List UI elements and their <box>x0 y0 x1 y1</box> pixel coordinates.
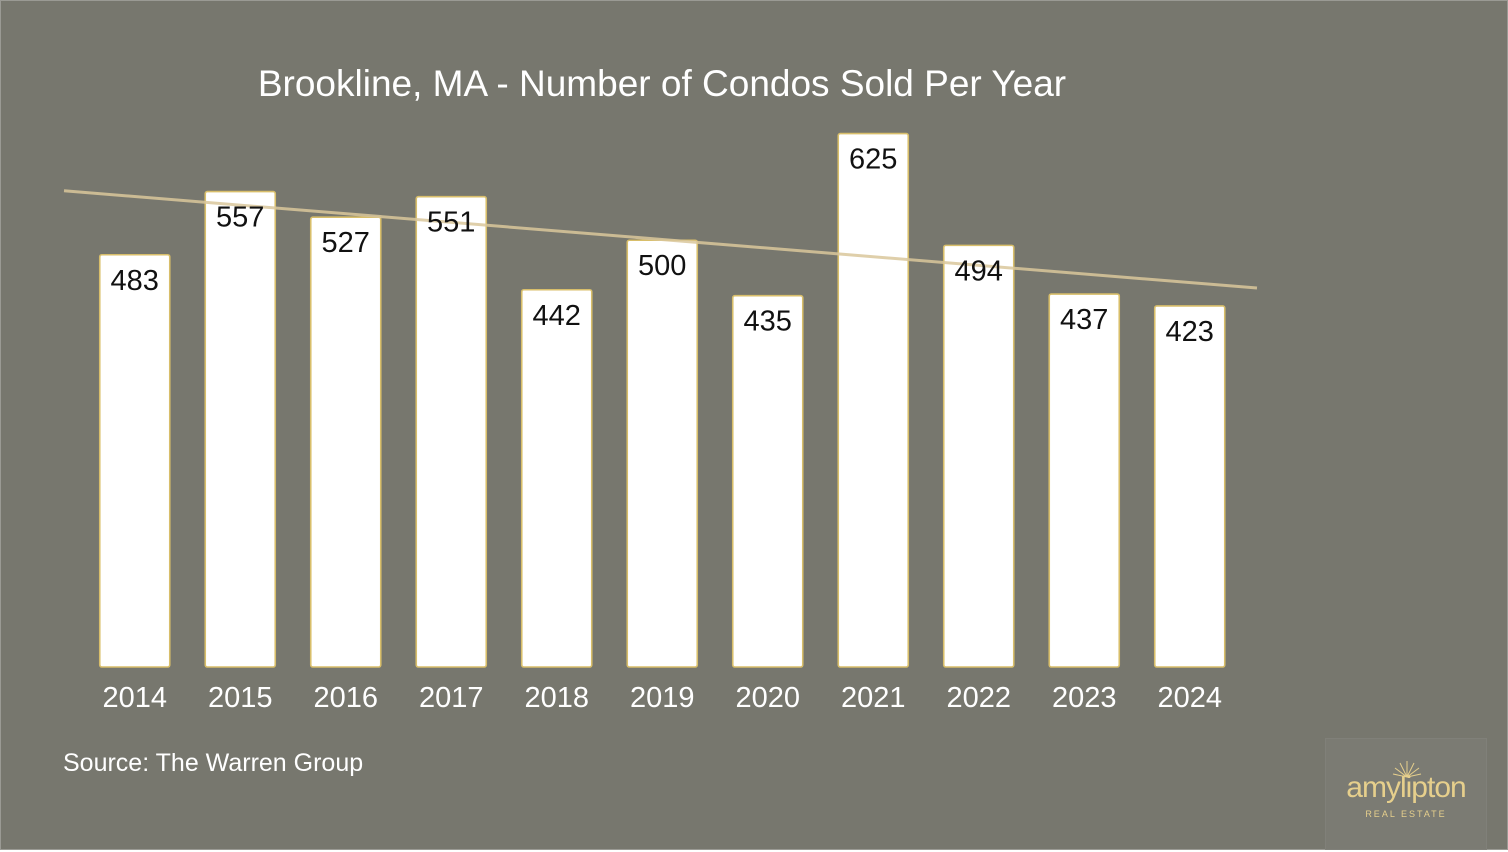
data-label-2018: 442 <box>533 300 581 332</box>
x-tick-2022: 2022 <box>946 682 1011 714</box>
data-label-2017: 551 <box>427 207 475 239</box>
bar-2018 <box>520 288 593 668</box>
x-tick-2015: 2015 <box>208 682 273 714</box>
trendline <box>63 189 1258 290</box>
x-tick-2017: 2017 <box>419 682 484 714</box>
x-tick-2019: 2019 <box>630 682 695 714</box>
source-note: Source: The Warren Group <box>63 749 364 777</box>
x-tick-2020: 2020 <box>735 682 800 714</box>
chart-title: Brookline, MA - Number of Condos Sold Pe… <box>257 63 1067 104</box>
labels-layer: 483 557 527 551 442 500 435 625 494 437 423 <box>111 144 1214 348</box>
data-label-2015: 557 <box>216 202 264 234</box>
data-label-2016: 527 <box>322 227 370 259</box>
x-tick-2021: 2021 <box>841 682 906 714</box>
data-label-2021: 625 <box>849 144 897 176</box>
x-tick-2014: 2014 <box>102 682 167 714</box>
bar-2019 <box>626 239 699 668</box>
trend-layer <box>63 189 1258 290</box>
bars-layer <box>98 132 1226 668</box>
bar-2024 <box>1153 305 1226 668</box>
logo-tagline: REAL ESTATE <box>1365 809 1447 819</box>
logo-wordmark: amylipton <box>1346 771 1466 804</box>
data-label-2019: 500 <box>638 250 686 282</box>
sunburst-icon <box>1392 761 1422 778</box>
bar-2022 <box>942 244 1015 668</box>
x-tick-2023: 2023 <box>1052 682 1117 714</box>
bar-2023 <box>1048 293 1121 668</box>
data-label-2024: 423 <box>1166 316 1214 348</box>
x-tick-2016: 2016 <box>313 682 378 714</box>
bar-2014 <box>98 253 171 668</box>
data-label-2023: 437 <box>1060 304 1108 336</box>
bar-2016 <box>309 216 382 668</box>
brand-logo: amylipton REAL ESTATE <box>1326 739 1486 849</box>
x-tick-2018: 2018 <box>524 682 589 714</box>
bar-2017 <box>415 195 488 668</box>
data-label-2014: 483 <box>111 265 159 297</box>
data-label-2020: 435 <box>744 306 792 338</box>
bar-2020 <box>731 294 804 668</box>
ticks-layer: 2014 2015 2016 2017 2018 2019 2020 2021 2022 2023… <box>102 682 1222 714</box>
data-label-2022: 494 <box>955 255 1003 287</box>
x-tick-2024: 2024 <box>1157 682 1222 714</box>
bar-2015 <box>204 190 277 668</box>
bar-2021 <box>837 132 910 668</box>
